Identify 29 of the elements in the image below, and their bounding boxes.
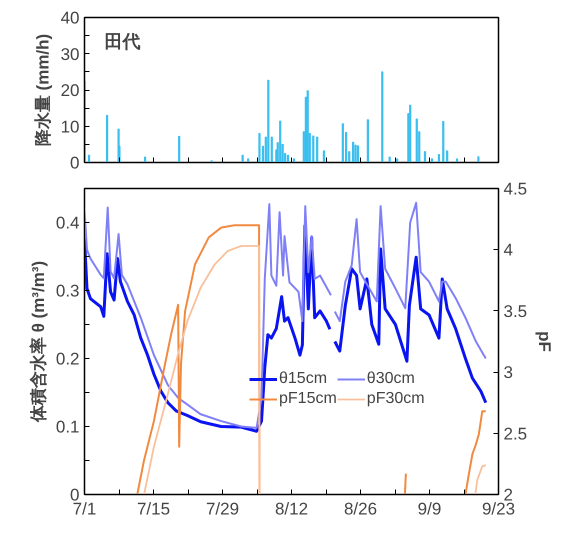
- legend-label: pF30cm: [366, 390, 425, 408]
- y-tick-label: 0.2: [56, 350, 80, 368]
- y-axis-title: 体積含水率 θ (m³/m³): [28, 260, 48, 424]
- y-tick-label: 0.1: [56, 418, 80, 436]
- legend-label: θ30cm: [366, 370, 415, 388]
- text: 田代: [104, 32, 140, 52]
- legend-label: θ15cm: [279, 370, 328, 388]
- y-tick-label: 0.3: [56, 282, 80, 300]
- x-tick-label: 9/9: [418, 500, 442, 518]
- x-tick-label: 9/23: [482, 500, 516, 518]
- y2-tick-label: 4.5: [504, 180, 528, 198]
- y-tick-label: 10: [60, 117, 80, 136]
- x-tick-label: 8/12: [274, 500, 308, 518]
- y-tick-label: 20: [60, 81, 80, 100]
- x-tick-label: 8/26: [344, 500, 378, 518]
- y2-axis-title: pF: [535, 331, 554, 352]
- y2-tick-label: 4: [504, 240, 513, 260]
- y2-tick-label: 3.5: [504, 302, 528, 321]
- y-tick-label: 40: [60, 8, 80, 28]
- y-axis-title: 降水量 (mm/h): [34, 34, 53, 146]
- y-tick-label: 0.4: [56, 214, 80, 232]
- y2-tick-label: 3: [504, 363, 513, 382]
- y2-tick-label: 2.5: [504, 424, 528, 444]
- x-tick-label: 7/15: [136, 500, 170, 518]
- legend-label: pF15cm: [279, 390, 337, 408]
- x-tick-label: 7/29: [206, 500, 240, 518]
- y-tick-label: 0: [70, 154, 80, 172]
- y-tick-label: 30: [60, 44, 80, 64]
- x-tick-label: 7/1: [72, 500, 96, 518]
